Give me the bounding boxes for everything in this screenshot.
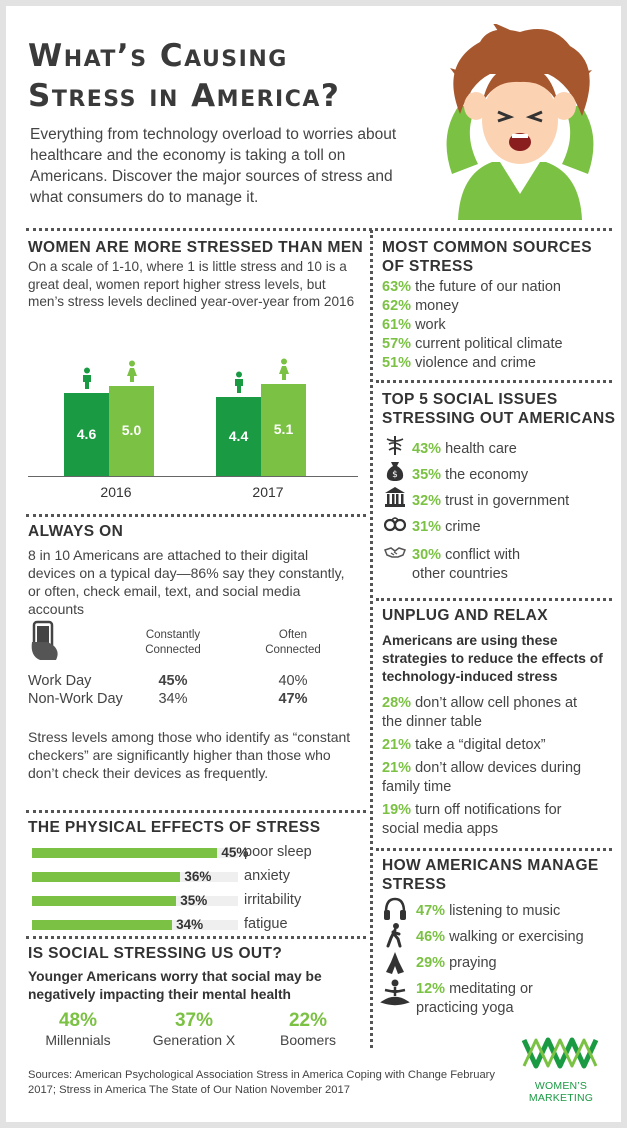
unplug-subheading: Americans are using these strategies to … bbox=[382, 633, 603, 684]
list-item: 57% current political climate bbox=[382, 336, 563, 352]
effect-label: irritability bbox=[244, 892, 302, 908]
social-issues-heading: TOP 5 SOCIAL ISSUES STRESSING OUT AMERIC… bbox=[382, 391, 616, 427]
social-subheading: Younger Americans worry that social may … bbox=[28, 969, 322, 1002]
divider bbox=[376, 598, 612, 601]
headphones-icon bbox=[384, 897, 406, 920]
meditation-icon bbox=[380, 979, 410, 1006]
chart-x-label-2017: 2017 bbox=[252, 484, 284, 500]
divider bbox=[26, 228, 612, 231]
genx-stat: 37% Generation X bbox=[152, 1010, 236, 1048]
chart-x-label-2016: 2016 bbox=[100, 484, 132, 500]
manage-heading: HOW AMERICANS MANAGE STRESS bbox=[382, 857, 599, 893]
effect-bar bbox=[32, 920, 173, 930]
table-cell: 47% bbox=[278, 691, 308, 707]
boomers-stat: 22% Boomers bbox=[279, 1010, 337, 1048]
money-bag-icon: $ bbox=[386, 462, 404, 481]
list-item: 21% don’t allow devices during family ti… bbox=[382, 760, 582, 795]
intro-text: Everything from technology overload to w… bbox=[30, 126, 397, 206]
table-cell: 34% bbox=[158, 691, 188, 707]
list-item: 29% praying bbox=[416, 955, 497, 971]
women-men-text: On a scale of 1-10, where 1 is little st… bbox=[28, 259, 355, 309]
divider bbox=[26, 936, 366, 939]
womens-marketing-logo bbox=[521, 1037, 599, 1069]
walking-icon bbox=[386, 923, 402, 948]
government-building-icon bbox=[385, 487, 405, 507]
bar-value-label: 4.6 bbox=[76, 426, 97, 443]
effect-bar bbox=[32, 872, 181, 882]
list-item: 19% turn off notifications for social me… bbox=[382, 802, 562, 837]
column-divider bbox=[370, 230, 373, 1048]
millennials-stat: 48% Millennials bbox=[45, 1010, 111, 1048]
list-item: 43% health care bbox=[412, 441, 517, 457]
divider bbox=[26, 514, 366, 517]
list-item: 30% conflict with other countries bbox=[412, 547, 521, 582]
unplug-heading: UNPLUG AND RELAX bbox=[382, 607, 548, 624]
effect-value-label: 35% bbox=[180, 893, 208, 908]
chart-baseline bbox=[28, 476, 358, 477]
list-item: 46% walking or exercising bbox=[416, 929, 584, 945]
divider bbox=[376, 848, 612, 851]
smartphone-hand-icon bbox=[31, 620, 58, 660]
women-men-heading: WOMEN ARE MORE STRESSED THAN MEN bbox=[28, 239, 364, 256]
table-row: Work Day bbox=[28, 673, 92, 689]
men-bar-2017: 4.4 bbox=[216, 396, 261, 476]
list-item: 61% work bbox=[382, 317, 446, 333]
stress-chart: 4.6 5.0 4.4 5.1 bbox=[28, 346, 358, 477]
effect-label: poor sleep bbox=[244, 844, 312, 860]
bar-value-label: 5.1 bbox=[273, 420, 294, 437]
woman-icon bbox=[278, 358, 289, 380]
list-item: 35% the economy bbox=[412, 467, 529, 483]
table-cell: 40% bbox=[278, 673, 308, 689]
constantly-connected-header: Constantly Connected bbox=[145, 629, 201, 656]
list-item: 28% don’t allow cell phones at the dinne… bbox=[382, 695, 578, 730]
unplug-list: 28% don’t allow cell phones at the dinne… bbox=[382, 694, 618, 839]
list-item: 51% violence and crime bbox=[382, 355, 536, 371]
stressed-woman-illustration bbox=[446, 24, 594, 220]
infographic: What’s Causing Stress in America? Everyt… bbox=[6, 6, 621, 1122]
bar-value-label: 4.4 bbox=[228, 428, 249, 445]
divider bbox=[376, 380, 612, 383]
sources-list: 63% the future of our nation 62% money 6… bbox=[382, 278, 563, 373]
effect-label: fatigue bbox=[244, 916, 288, 932]
effect-value-label: 45% bbox=[221, 845, 249, 860]
svg-text:$: $ bbox=[392, 470, 398, 480]
list-item: 21% take a “digital detox” bbox=[382, 737, 546, 753]
women-bar-2017: 5.1 bbox=[261, 383, 306, 476]
effect-bar bbox=[32, 896, 177, 906]
men-bar-2016: 4.6 bbox=[64, 392, 109, 476]
sources-footer: Sources: American Psychological Associat… bbox=[28, 1069, 495, 1096]
effect-value-label: 36% bbox=[184, 869, 212, 884]
man-icon bbox=[82, 367, 91, 389]
logo-text: WOMEN’S MARKETING bbox=[528, 1080, 594, 1104]
physical-effects-heading: THE PHYSICAL EFFECTS OF STRESS bbox=[28, 819, 321, 836]
list-item: 47% listening to music bbox=[416, 903, 561, 919]
social-heading: IS SOCIAL STRESSING US OUT? bbox=[28, 945, 283, 962]
women-bar-2016: 5.0 bbox=[109, 385, 154, 476]
effect-value-label: 34% bbox=[176, 917, 204, 932]
list-item: 32% trust in government bbox=[412, 493, 570, 509]
bar-value-label: 5.0 bbox=[121, 421, 142, 438]
woman-icon bbox=[126, 360, 137, 382]
handshake-icon bbox=[384, 547, 406, 558]
table-cell: 45% bbox=[158, 673, 188, 689]
praying-hands-icon bbox=[386, 952, 404, 974]
always-on-footer: Stress levels among those who identify a… bbox=[28, 729, 351, 781]
list-item: 62% money bbox=[382, 298, 459, 314]
list-item: 63% the future of our nation bbox=[382, 279, 561, 295]
page-title: What’s Causing Stress in America? bbox=[28, 38, 341, 114]
often-connected-header: Often Connected bbox=[265, 629, 321, 656]
divider bbox=[26, 810, 366, 813]
effect-bar bbox=[32, 848, 218, 858]
always-on-heading: ALWAYS ON bbox=[28, 523, 124, 540]
man-icon bbox=[234, 371, 243, 393]
caduceus-icon bbox=[386, 436, 404, 455]
effect-label: anxiety bbox=[244, 868, 290, 884]
always-on-text: 8 in 10 Americans are attached to their … bbox=[28, 547, 345, 617]
list-item: 31% crime bbox=[412, 519, 481, 535]
table-row: Non-Work Day bbox=[28, 691, 123, 707]
sources-heading: MOST COMMON SOURCES OF STRESS bbox=[382, 239, 592, 275]
handcuffs-icon bbox=[384, 517, 406, 532]
list-item: 12% meditating or practicing yoga bbox=[416, 981, 533, 1016]
